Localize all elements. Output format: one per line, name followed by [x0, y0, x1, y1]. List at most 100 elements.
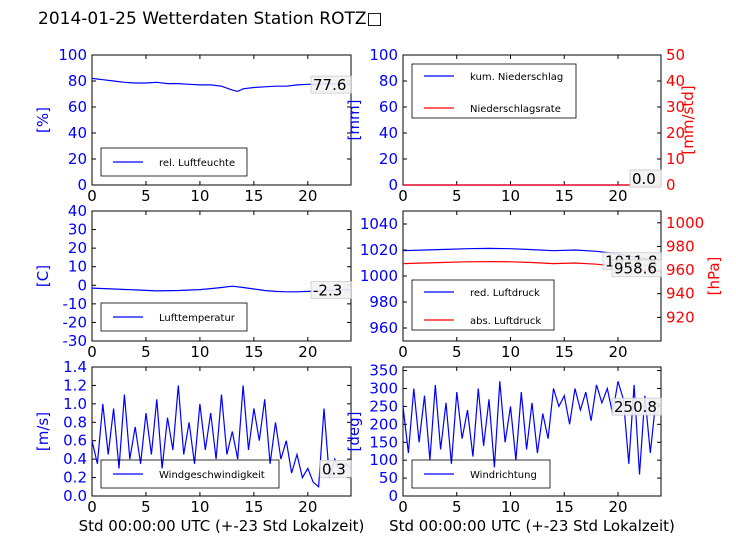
- y-tick-label: 0: [77, 276, 87, 294]
- y-tick-label: 350: [369, 362, 398, 380]
- y2-tick-label: 960: [666, 261, 695, 279]
- legend-box: [100, 147, 248, 177]
- y-tick-label: 1.0: [63, 395, 87, 413]
- legend-box: [411, 459, 551, 489]
- axes-frame: [91, 210, 352, 342]
- y2-tick-label: 940: [666, 285, 695, 303]
- y-tick-label: 1040: [360, 215, 398, 233]
- y2-tick-label: 30: [666, 98, 685, 116]
- y-tick-label: 100: [369, 451, 398, 469]
- y-tick-label: 1000: [360, 267, 398, 285]
- last-value-label: 0.0: [632, 170, 656, 188]
- series-line: [402, 381, 662, 475]
- value-label-box: [310, 75, 352, 94]
- y-tick-label: 80: [68, 72, 87, 90]
- y2-tick-label: 50: [666, 46, 685, 64]
- y2-tick-label: 0: [666, 176, 676, 194]
- y-tick-label: 50: [379, 469, 398, 487]
- legend-entry: abs. Luftdruck: [470, 316, 541, 327]
- y-tick-label: 960: [369, 319, 398, 337]
- last-value-label: 0.3: [322, 460, 346, 478]
- y2-axis-label: [mm/std]: [679, 85, 697, 154]
- x-tick-label: 20: [608, 343, 627, 361]
- y-tick-label: 40: [68, 124, 87, 142]
- y-axis-label: [mm]: [345, 100, 363, 141]
- x-tick-label: 5: [141, 343, 151, 361]
- x-tick-label: 5: [452, 187, 462, 205]
- y-tick-label: 1.4: [63, 358, 87, 376]
- figure-title: 2014-01-25 Wetterdaten Station ROTZ□: [38, 9, 383, 29]
- x-tick-label: 20: [298, 498, 317, 516]
- y-axis-label: [C]: [34, 265, 52, 287]
- legend-entry: rel. Luftfeuchte: [159, 158, 235, 169]
- x-tick-label: 5: [452, 498, 462, 516]
- x-tick-label: 0: [398, 343, 408, 361]
- legend-entry: Niederschlagsrate: [470, 104, 561, 115]
- value-label-box: [310, 281, 352, 299]
- y-tick-label: 1.2: [63, 376, 87, 394]
- y-tick-label: 0.0: [63, 487, 87, 505]
- value-label-box: [611, 397, 662, 416]
- y-tick-label: 20: [68, 239, 87, 257]
- x-tick-label: 15: [244, 498, 263, 516]
- x-tick-label: 5: [141, 498, 151, 516]
- y-tick-label: 20: [68, 150, 87, 168]
- legend-entry: Windrichtung: [470, 470, 537, 481]
- y-tick-label: 980: [369, 293, 398, 311]
- x-tick-label: 10: [190, 343, 209, 361]
- legend-entry: kum. Niederschlag: [470, 72, 563, 83]
- y-axis-label: [%]: [34, 107, 52, 133]
- y-tick-label: 40: [68, 202, 87, 220]
- value-label-box: [611, 259, 662, 278]
- x-tick-label: 5: [452, 343, 462, 361]
- y-tick-label: 150: [369, 433, 398, 451]
- y-tick-label: 80: [379, 72, 398, 90]
- y-tick-label: 0.4: [63, 450, 87, 468]
- y2-axis-label: [hPa]: [705, 257, 723, 296]
- axes-frame: [91, 54, 352, 186]
- y-tick-label: -30: [63, 332, 88, 350]
- last-value-label: 77.6: [313, 76, 346, 94]
- y-tick-label: 100: [369, 46, 398, 64]
- legend-entry: Lufttemperatur: [159, 313, 236, 324]
- legend-box: [411, 63, 577, 119]
- y-tick-label: 60: [379, 98, 398, 116]
- y-axis-label: [deg]: [345, 412, 363, 452]
- x-tick-label: 15: [244, 343, 263, 361]
- legend-entry: red. Luftdruck: [470, 288, 540, 299]
- y-tick-label: 0.2: [63, 469, 87, 487]
- panel-temperature: 0 5 10 15 20-30-20-10010203040[C]-2.3Lufttem…: [34, 202, 352, 361]
- y-tick-label: 300: [369, 380, 398, 398]
- y-tick-label: 40: [379, 124, 398, 142]
- y-tick-label: -10: [63, 295, 88, 313]
- x-tick-label: 0: [87, 498, 97, 516]
- y-axis-label: [m/s]: [34, 412, 52, 451]
- value-label-box: [319, 459, 352, 478]
- y-tick-label: 0.8: [63, 413, 87, 431]
- y2-tick-label: 10: [666, 150, 685, 168]
- x-tick-label: 5: [141, 187, 151, 205]
- y-tick-label: 200: [369, 415, 398, 433]
- x-axis-label: Std 00:00:00 UTC (+-23 Std Lokalzeit): [389, 517, 675, 535]
- x-tick-label: 15: [555, 498, 574, 516]
- y2-tick-label: 20: [666, 124, 685, 142]
- y-tick-label: -20: [63, 313, 88, 331]
- series-line: [91, 77, 351, 93]
- last-value-label: -2.3: [313, 282, 342, 300]
- x-tick-label: 10: [501, 343, 520, 361]
- y-tick-label: 10: [68, 258, 87, 276]
- y-tick-label: 100: [58, 46, 87, 64]
- panel-windspeed: 0 5 10 15 20 0.00.20.40.60.81.01.21.4 [m/s] Std…: [34, 358, 364, 535]
- y-tick-label: 0: [388, 176, 398, 194]
- last-value-label: 250.8: [614, 398, 657, 416]
- x-tick-label: 10: [190, 498, 209, 516]
- value-label-box: [629, 169, 662, 188]
- axes-frame: [402, 54, 662, 186]
- panel-humidity: 0 5 10 15 20 0 20 40 60 80 100 [%] 77.6 rel. Luftfeuc…: [34, 46, 352, 205]
- series-line: [91, 385, 352, 489]
- x-tick-label: 20: [298, 343, 317, 361]
- y-tick-label: 20: [379, 150, 398, 168]
- legend-entry: Windgeschwindigkeit: [159, 470, 265, 481]
